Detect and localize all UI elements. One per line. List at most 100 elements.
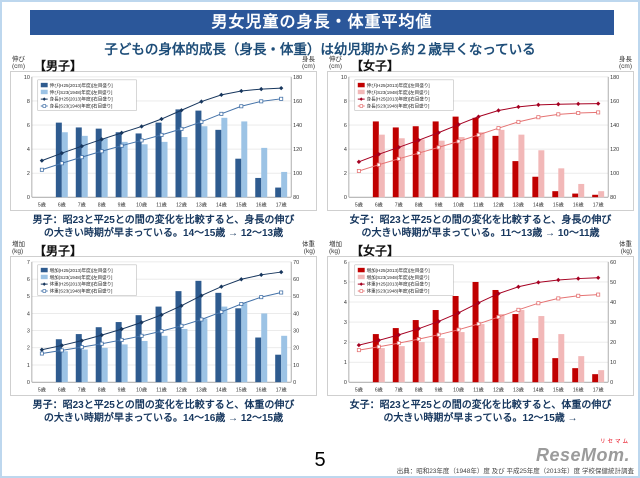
page-subtitle: 子どもの身体的成長（身長・体重）は幼児期から約２歳早くなっている [104,42,536,57]
svg-text:60: 60 [293,277,299,283]
svg-text:15歳: 15歳 [553,387,564,394]
svg-text:8歳: 8歳 [415,387,423,394]
svg-text:100: 100 [293,171,302,177]
svg-text:5: 5 [344,280,347,286]
svg-text:7歳: 7歳 [395,387,403,394]
right-axis-label: 身長 (cm) [619,56,632,70]
svg-text:100: 100 [610,171,619,177]
source-note: 出典：昭和23年度（1948年）度 及び 平成25年度（2013年）度 学校保健… [396,468,634,475]
svg-text:16歳: 16歳 [256,202,267,209]
svg-text:9歳: 9歳 [118,202,126,209]
svg-text:12歳: 12歳 [493,202,504,209]
caption-girls-weight: 女子：昭23と平25との間の変化を比較すると、体重の伸び の大きい時期が早まって… [349,400,612,424]
panel-girls-height: 伸び (cm) 【女子】 身長 (cm) 0 2 4 6 8 10 80 100 120 140 1… [327,56,634,240]
svg-text:6: 6 [27,277,30,283]
svg-text:7歳: 7歳 [395,202,403,209]
svg-text:14歳: 14歳 [216,387,227,394]
svg-text:2: 2 [344,171,347,177]
svg-text:7歳: 7歳 [78,387,86,394]
svg-text:50: 50 [293,294,299,300]
svg-text:11歳: 11歳 [156,202,166,209]
svg-text:180: 180 [610,75,619,81]
left-axis-label: 増加 (kg) [12,241,25,255]
svg-text:3: 3 [344,320,347,326]
svg-text:120: 120 [610,147,619,153]
caption-boys-height: 男子：昭23と平25との間の変化を比較すると、身長の伸び の大きい時期が早まって… [32,215,295,239]
svg-text:1: 1 [27,363,30,369]
svg-text:20: 20 [610,340,616,346]
svg-text:6歳: 6歳 [375,202,383,209]
svg-text:30: 30 [293,329,299,335]
charts-grid: 伸び (cm) 【男子】 身長 (cm) 0 2 4 6 8 10 80 100 120 140 1… [10,56,634,425]
resemom-logo-ruby: リセマム [599,438,630,445]
svg-text:15歳: 15歳 [236,202,247,209]
svg-text:12歳: 12歳 [176,387,187,394]
svg-text:10: 10 [24,75,30,81]
svg-text:9歳: 9歳 [435,387,443,394]
svg-text:20: 20 [293,346,299,352]
svg-text:7: 7 [27,260,30,266]
svg-text:8歳: 8歳 [98,387,106,394]
svg-text:13歳: 13歳 [196,202,207,209]
svg-text:5歳: 5歳 [38,387,46,394]
svg-text:10歳: 10歳 [136,387,147,394]
svg-text:180: 180 [293,75,302,81]
svg-text:8: 8 [27,99,30,105]
svg-text:17歳: 17歳 [593,387,604,394]
svg-text:14歳: 14歳 [216,202,227,209]
svg-text:10: 10 [341,75,347,81]
right-axis-label: 体重 (kg) [619,241,632,255]
svg-text:増加(H25(2013)年度)[左目盛り]: 増加(H25(2013)年度)[左目盛り] [367,267,430,274]
svg-text:0: 0 [344,195,347,201]
left-axis-label: 増加 (kg) [329,241,342,255]
svg-text:4: 4 [27,311,30,317]
svg-text:13歳: 13歳 [196,387,207,394]
svg-text:身長(S23(1948)年度)[右目盛り]: 身長(S23(1948)年度)[右目盛り] [50,103,113,110]
svg-text:8: 8 [344,99,347,105]
svg-text:10歳: 10歳 [136,202,147,209]
svg-text:5歳: 5歳 [38,202,46,209]
svg-text:40: 40 [610,300,616,306]
svg-text:5: 5 [27,294,30,300]
svg-text:0: 0 [610,380,613,386]
panel-boys-weight: 増加 (kg) 【男子】 体重 (kg) 0 1 2 3 4 5 6 7 0 10 20 30 40 50… [10,241,317,425]
svg-text:0: 0 [293,380,296,386]
svg-text:50: 50 [610,280,616,286]
svg-text:0: 0 [27,195,30,201]
page-title: 男女児童の身長・体重平均値 [30,10,614,35]
svg-text:身長(H25(2013)年度)[右目盛り]: 身長(H25(2013)年度)[右目盛り] [50,96,113,103]
svg-text:伸び(S23(1948)年度)[左目盛り]: 伸び(S23(1948)年度)[左目盛り] [367,89,430,96]
left-axis-label: 伸び (cm) [329,56,342,70]
svg-text:14歳: 14歳 [533,202,544,209]
svg-text:160: 160 [293,99,302,105]
resemom-logo-text: ReseMom. [535,445,630,465]
svg-text:16歳: 16歳 [256,387,267,394]
svg-text:70: 70 [293,260,299,266]
svg-text:10: 10 [293,363,299,369]
svg-text:2: 2 [27,171,30,177]
boys-height-chart: 0 2 4 6 8 10 80 100 120 140 160 180 5歳 6歳 7歳 8歳 9歳 10歳 11歳… [10,71,317,211]
svg-text:60: 60 [610,260,616,266]
svg-text:身長(S23(1948)年度)[右目盛り]: 身長(S23(1948)年度)[右目盛り] [367,103,430,110]
svg-text:増加(H25(2013)年度)[左目盛り]: 増加(H25(2013)年度)[左目盛り] [50,267,113,274]
left-axis-label: 伸び (cm) [12,56,25,70]
svg-text:体重(S23(1948)年度)[右目盛り]: 体重(S23(1948)年度)[右目盛り] [367,288,430,295]
svg-text:16歳: 16歳 [573,202,584,209]
svg-text:4: 4 [344,300,347,306]
svg-text:40: 40 [293,311,299,317]
right-axis-label: 身長 (cm) [302,56,315,70]
svg-text:13歳: 13歳 [513,387,524,394]
svg-text:増加(S23(1948)年度)[左目盛り]: 増加(S23(1948)年度)[左目盛り] [50,274,113,281]
svg-text:2: 2 [344,340,347,346]
svg-text:4: 4 [344,147,347,153]
svg-text:11歳: 11歳 [473,202,483,209]
svg-text:9歳: 9歳 [435,202,443,209]
svg-text:0: 0 [344,380,347,386]
svg-text:6歳: 6歳 [58,202,66,209]
svg-text:2: 2 [27,346,30,352]
svg-text:120: 120 [293,147,302,153]
svg-text:6: 6 [27,123,30,129]
